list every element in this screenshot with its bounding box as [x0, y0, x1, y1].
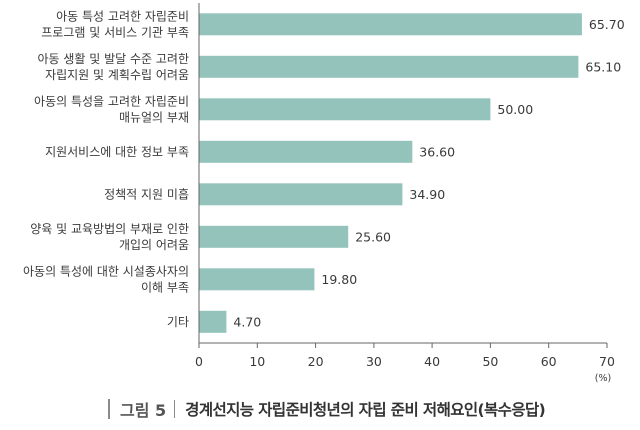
- caption-separator: [174, 400, 176, 418]
- category-label: 아동의 특성에 대한 시설종사자의: [23, 264, 189, 278]
- x-tick-label: 50: [482, 354, 498, 369]
- x-tick-label: 10: [249, 354, 265, 369]
- category-label: 아동 생활 및 발달 수준 고려한: [37, 52, 189, 66]
- data-label: 19.80: [321, 272, 357, 287]
- figure-caption: 그림 5 경계선지능 자립준비청년의 자립 준비 저해요인(복수응답): [108, 396, 546, 422]
- x-tick-label: 60: [541, 354, 557, 369]
- bar: [199, 13, 582, 36]
- category-label: 아동의 특성을 고려한 자립준비: [34, 94, 189, 108]
- bar: [199, 183, 403, 206]
- figure-title: 경계선지능 자립준비청년의 자립 준비 저해요인(복수응답): [185, 401, 546, 419]
- category-label: 기타: [167, 315, 189, 329]
- x-tick-label: 70: [599, 354, 615, 369]
- category-label: 매뉴얼의 부재: [119, 110, 189, 124]
- bar: [199, 140, 413, 163]
- category-label: 개입의 어려움: [119, 238, 189, 252]
- x-axis-unit: (%): [595, 373, 611, 384]
- bar: [199, 268, 315, 291]
- bar: [199, 55, 579, 78]
- bar: [199, 98, 491, 121]
- category-label: 프로그램 및 서비스 기관 부족: [41, 25, 189, 39]
- data-label: 36.60: [419, 144, 455, 159]
- data-label: 4.70: [233, 314, 261, 329]
- category-label: 자립지원 및 계획수립 어려움: [45, 68, 189, 82]
- bar: [199, 225, 349, 248]
- x-tick-label: 0: [195, 354, 203, 369]
- data-label: 50.00: [497, 102, 533, 117]
- data-label: 34.90: [409, 187, 445, 202]
- category-label: 이해 부족: [141, 280, 189, 294]
- category-label: 지원서비스에 대한 정보 부족: [45, 145, 189, 159]
- caption-bar-mark: [108, 399, 110, 419]
- data-label: 65.70: [589, 17, 625, 32]
- category-label: 정책적 지원 미흡: [104, 186, 189, 201]
- bar: [199, 310, 227, 333]
- data-label: 65.10: [585, 59, 621, 74]
- category-label: 양육 및 교육방법의 부재로 인한: [30, 222, 189, 236]
- x-tick-label: 40: [424, 354, 440, 369]
- x-tick-label: 20: [308, 354, 324, 369]
- x-tick-label: 30: [366, 354, 382, 369]
- figure-number: 그림 5: [120, 401, 167, 420]
- data-label: 25.60: [355, 229, 391, 244]
- category-label: 아동 특성 고려한 자립준비: [56, 9, 189, 23]
